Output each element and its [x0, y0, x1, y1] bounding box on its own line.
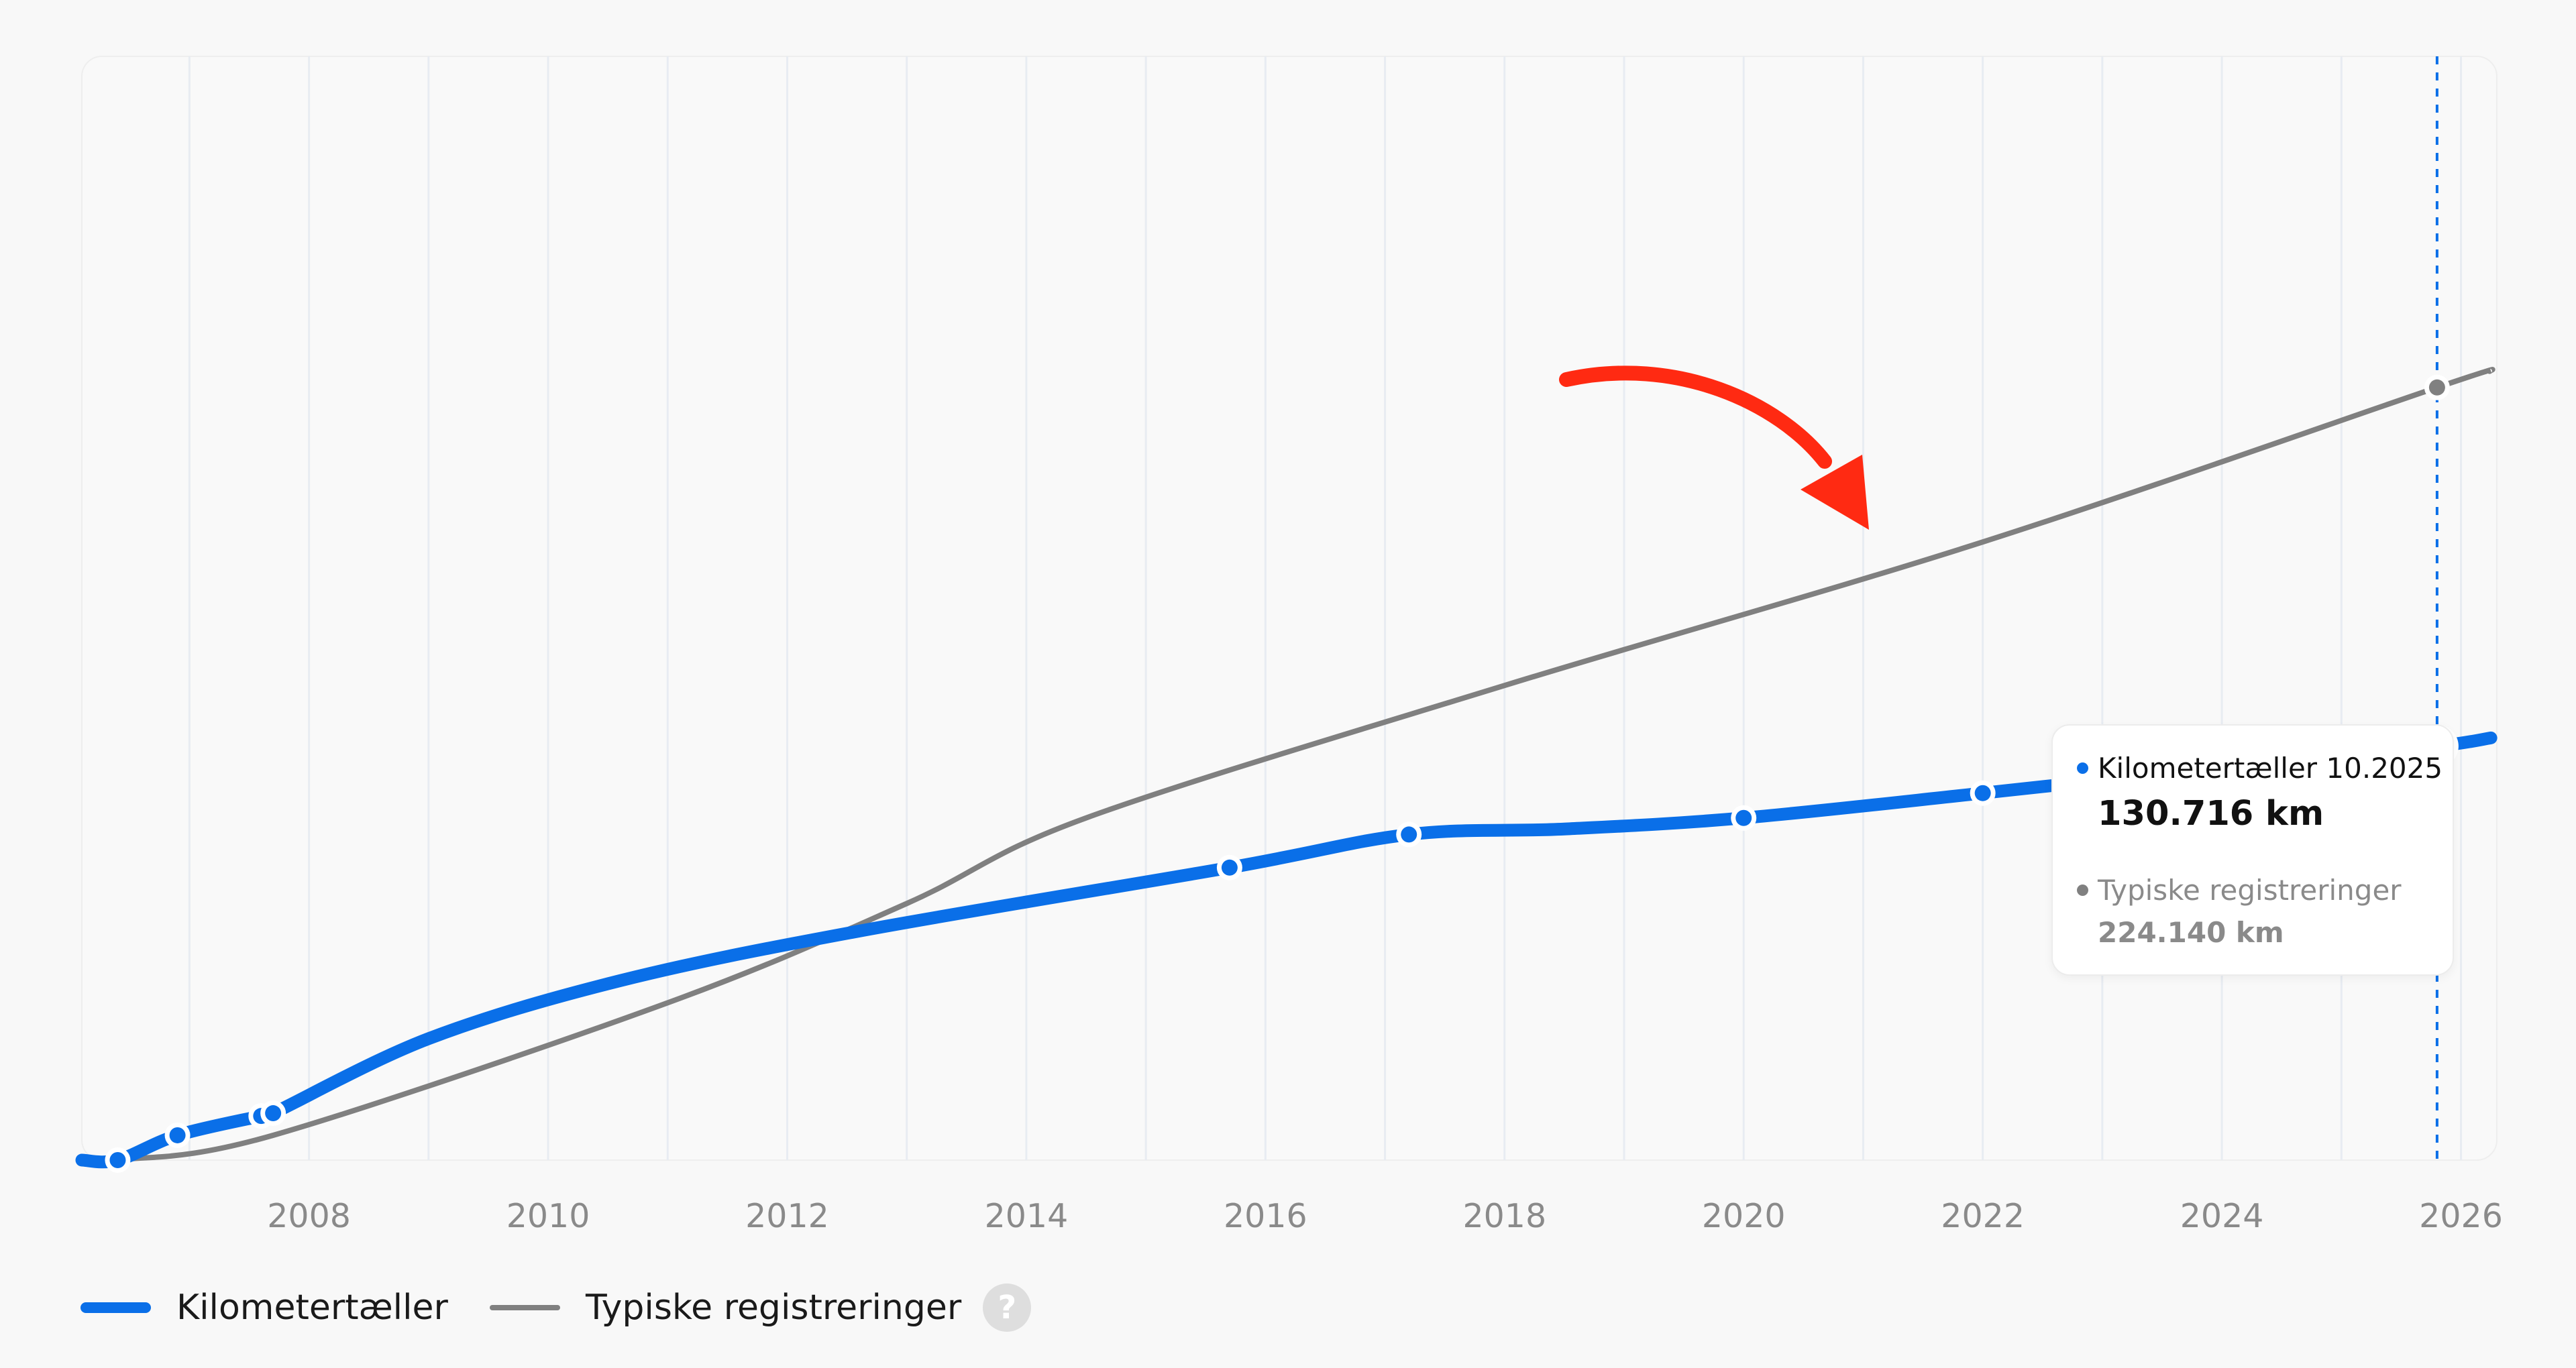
x-tick-label: 2026	[2419, 1197, 2503, 1235]
tooltip-secondary-value: 224.140 km	[2098, 916, 2284, 949]
annotation-arrow-shaft	[1559, 365, 1832, 469]
grid-lines	[188, 56, 2463, 1160]
legend-item-odometer[interactable]: Kilometertæller	[80, 1288, 448, 1328]
x-tick-label: 2016	[1224, 1197, 1307, 1235]
x-tick-label: 2008	[267, 1197, 351, 1235]
legend-item-typical[interactable]: Typiske registreringer	[489, 1288, 962, 1328]
odometer-marker	[1735, 809, 1752, 826]
odometer-marker	[1221, 859, 1238, 876]
typical-dot-icon	[2077, 884, 2088, 896]
x-tick-label: 2018	[1462, 1197, 1546, 1235]
x-tick-label: 2010	[506, 1197, 590, 1235]
odometer-marker	[109, 1152, 126, 1168]
typical-marker	[2428, 379, 2445, 396]
tooltip-secondary-label: Typiske registreringer	[2098, 873, 2402, 907]
tooltip-primary-value: 130.716 km	[2098, 794, 2324, 834]
legend-label-typical: Typiske registreringer	[585, 1288, 962, 1328]
odometer-marker	[1401, 826, 1417, 843]
typical-swatch-icon	[489, 1305, 560, 1310]
x-tick-label: 2022	[1941, 1197, 2025, 1235]
x-tick-label: 2020	[1702, 1197, 1786, 1235]
x-tick-label: 2024	[2180, 1197, 2264, 1235]
typical-registrations-line	[81, 367, 2496, 1166]
x-axis-ticks: 2008 2010 2012 2014 2016 2018 2020 2022 2024 2026	[267, 1197, 2503, 1235]
hover-tooltip: Kilometertæller 10.2025 130.716 km Typis…	[2051, 724, 2454, 976]
odometer-swatch-icon	[80, 1302, 151, 1313]
plot-area	[81, 56, 2498, 1161]
odometer-marker	[1974, 785, 1991, 801]
legend-label-odometer: Kilometertæller	[176, 1288, 448, 1328]
x-tick-label: 2012	[745, 1197, 829, 1235]
odometer-marker	[265, 1105, 282, 1122]
odometer-marker	[169, 1127, 186, 1143]
tooltip-primary-label: Kilometertæller 10.2025	[2098, 751, 2443, 785]
help-icon[interactable]: ?	[983, 1284, 1032, 1332]
odometer-dot-icon	[2077, 762, 2088, 774]
annotation-arrow-head	[1801, 455, 1869, 530]
x-tick-label: 2014	[985, 1197, 1069, 1235]
chart-legend: Kilometertæller Typiske registreringer ?	[80, 1281, 1032, 1334]
